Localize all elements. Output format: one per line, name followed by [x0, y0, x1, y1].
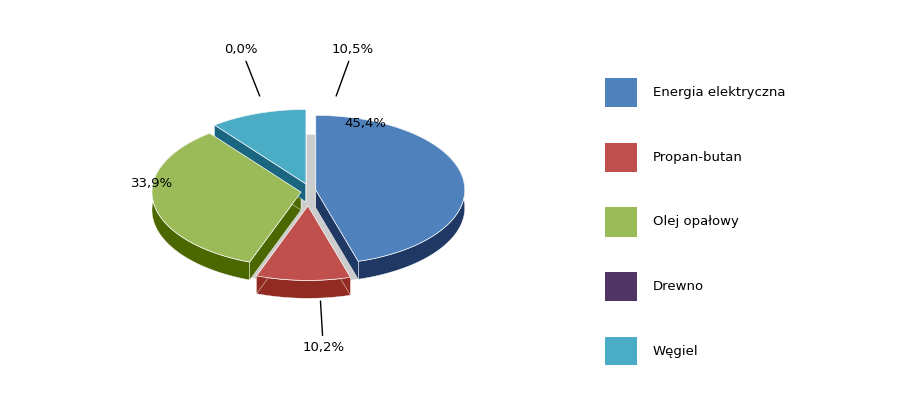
Polygon shape: [215, 125, 306, 202]
FancyBboxPatch shape: [606, 207, 637, 237]
Ellipse shape: [160, 134, 457, 284]
Polygon shape: [257, 276, 350, 298]
FancyBboxPatch shape: [606, 337, 637, 366]
Polygon shape: [249, 192, 301, 280]
Polygon shape: [316, 190, 358, 279]
Text: 0,0%: 0,0%: [225, 43, 259, 96]
FancyBboxPatch shape: [606, 143, 637, 172]
Text: 33,9%: 33,9%: [131, 177, 173, 190]
Polygon shape: [215, 109, 306, 184]
Polygon shape: [210, 133, 301, 210]
Text: 10,2%: 10,2%: [302, 301, 345, 354]
Polygon shape: [152, 133, 301, 262]
Text: Węgiel: Węgiel: [653, 345, 698, 358]
Polygon shape: [257, 206, 350, 280]
Polygon shape: [307, 206, 350, 295]
Polygon shape: [316, 115, 464, 279]
Text: Drewno: Drewno: [653, 280, 704, 293]
FancyBboxPatch shape: [606, 78, 637, 107]
Text: 45,4%: 45,4%: [344, 117, 386, 130]
Polygon shape: [316, 115, 464, 261]
Text: Olej opałowy: Olej opałowy: [653, 215, 739, 228]
Polygon shape: [215, 109, 306, 143]
Text: 10,5%: 10,5%: [332, 43, 375, 96]
Polygon shape: [152, 133, 249, 280]
Text: Energia elektryczna: Energia elektryczna: [653, 86, 785, 99]
Text: Propan-butan: Propan-butan: [653, 151, 743, 164]
Polygon shape: [257, 206, 307, 294]
FancyBboxPatch shape: [606, 272, 637, 301]
